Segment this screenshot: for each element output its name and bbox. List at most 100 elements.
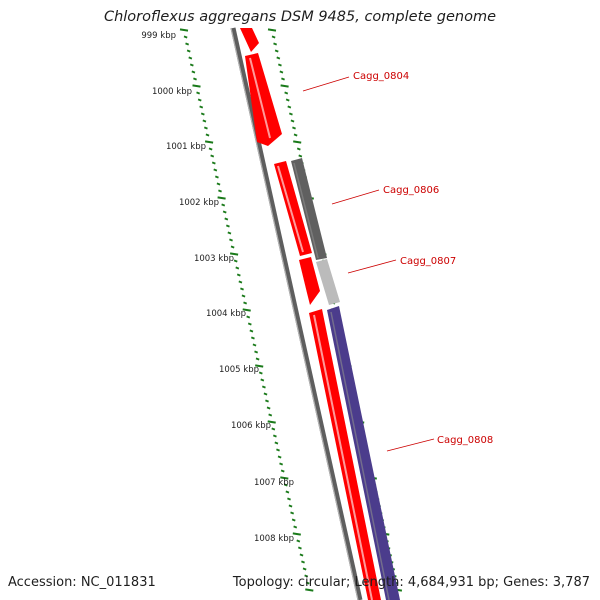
gene-cagg-0807-shape[interactable]: [316, 259, 340, 305]
genome-title: Chloroflexus aggregans DSM 9485, complet…: [103, 9, 497, 25]
scale-tick-major-left: [305, 588, 314, 592]
scale-tick-minor-left: [233, 259, 238, 263]
scale-tick-minor-left: [235, 266, 240, 270]
scale-tick-major-left: [292, 532, 301, 536]
scale-tick-minor-left: [208, 147, 213, 151]
scale-tick-minor-left: [197, 98, 202, 102]
scale-tick-minor-right: [277, 63, 282, 67]
gene-label-cagg-0806[interactable]: Cagg_0806: [383, 185, 439, 196]
scale-tick-minor-left: [183, 35, 188, 39]
scale-tick-minor-right: [290, 119, 295, 123]
callout-line-cagg-0808: [386, 438, 435, 452]
scale-label: 1006 kbp: [231, 421, 271, 431]
gene-cagg-0806-shape[interactable]: [291, 158, 327, 260]
scale-tick-minor-left: [236, 273, 241, 277]
scale-tick-minor-right: [285, 98, 290, 102]
scale-tick-minor-left: [255, 357, 260, 361]
scale-tick-minor-right: [281, 77, 285, 81]
scale-label: 1005 kbp: [219, 365, 259, 375]
scale-tick-minor-left: [280, 469, 285, 473]
gene-label-cagg-0808[interactable]: Cagg_0808: [437, 435, 493, 446]
scale-tick-minor-left: [246, 315, 251, 319]
scale-tick-minor-left: [213, 168, 218, 172]
scale-label: 1002 kbp: [179, 198, 219, 208]
scale-label: 1003 kbp: [194, 254, 234, 264]
scale-tick-minor-left: [254, 350, 259, 354]
scale-tick-minor-left: [297, 546, 302, 550]
scale-tick-minor-right: [271, 35, 276, 39]
scale-tick-major-left: [217, 196, 226, 200]
scale-tick-major-left: [255, 364, 264, 368]
scale-tick-major-left: [267, 420, 276, 424]
scale-tick-minor-left: [203, 126, 208, 130]
gene-label-cagg-0807[interactable]: Cagg_0807: [400, 256, 456, 267]
scale-tick-minor-left: [218, 189, 222, 193]
scale-tick-minor-left: [214, 175, 219, 179]
cds-feature-0803[interactable]: [240, 28, 259, 52]
scale-tick-major-left: [204, 140, 214, 144]
scale-tick-minor-left: [305, 581, 310, 585]
scale-tick-minor-left: [272, 434, 277, 438]
gene-shine: [293, 162, 390, 600]
scale-tick-minor-left: [283, 483, 288, 487]
cds-feature-0806-inner[interactable]: [299, 257, 320, 305]
scale-tick-minor-left: [193, 77, 197, 81]
scale-tick-minor-left: [222, 210, 227, 214]
scale-tick-minor-left: [263, 392, 268, 396]
scale-label: 1001 kbp: [166, 142, 206, 152]
gene-callouts: [302, 76, 435, 452]
scale-tick-minor-left: [285, 490, 290, 494]
accession-text: Accession: NC_011831: [8, 575, 156, 590]
scale-tick-minor-left: [288, 504, 293, 508]
scale-tick-minor-left: [189, 63, 194, 67]
scale-labels: 999 kbp 1000 kbp 1001 kbp 1002 kbp 1003 kbp 1…: [141, 31, 294, 544]
scale-tick-minor-left: [185, 42, 190, 46]
scale-tick-minor-left: [205, 133, 210, 137]
scale-tick-minor-left: [258, 371, 263, 375]
scale-tick-minor-left: [268, 413, 273, 417]
scale-tick-minor-right: [298, 154, 303, 158]
scale-tick-minor-left: [302, 567, 307, 571]
scale-tick-major-right: [267, 28, 277, 32]
scale-tick-minor-left: [211, 161, 216, 165]
scale-tick-minor-left: [265, 399, 269, 403]
scale-tick-minor-left: [196, 91, 201, 95]
scale-tick-minor-left: [287, 497, 291, 501]
cds-track-inner: [240, 28, 381, 600]
scale-tick-minor-right: [292, 126, 296, 130]
scale-tick-minor-left: [186, 49, 191, 53]
scale-tick-minor-right: [284, 91, 289, 95]
scale-label: 1004 kbp: [206, 309, 246, 319]
scale-tick-minor-right: [279, 70, 284, 74]
scale-tick-minor-right: [274, 49, 279, 53]
scale-label: 999 kbp: [141, 31, 176, 41]
scale-ticks-left: [179, 28, 314, 592]
scale-tick-major-left: [179, 28, 189, 32]
scale-tick-minor-left: [227, 231, 232, 235]
backbone-line: [230, 27, 363, 600]
scale-tick-minor-left: [249, 329, 254, 333]
scale-label: 1008 kbp: [254, 534, 294, 544]
scale-tick-minor-left: [225, 224, 230, 228]
scale-tick-minor-left: [276, 448, 280, 452]
scale-tick-minor-left: [252, 343, 257, 347]
scale-tick-minor-left: [238, 280, 243, 284]
scale-tick-minor-left: [247, 322, 252, 326]
scale-tick-minor-left: [277, 455, 282, 459]
scale-tick-minor-left: [191, 70, 196, 74]
scale-tick-major-left: [192, 84, 201, 88]
scale-tick-minor-right: [287, 105, 292, 109]
scale-tick-minor-left: [240, 287, 244, 291]
callout-line-cagg-0807: [347, 259, 397, 274]
scale-tick-minor-left: [290, 511, 295, 515]
scale-tick-minor-left: [301, 560, 305, 564]
scale-tick-minor-left: [224, 217, 229, 221]
scale-tick-minor-left: [216, 182, 221, 186]
scale-tick-minor-left: [266, 406, 271, 410]
scale-tick-minor-right: [288, 112, 293, 116]
scale-tick-minor-left: [293, 525, 298, 529]
scale-tick-minor-right: [293, 133, 298, 137]
scale-tick-minor-right: [296, 147, 301, 151]
gene-label-cagg-0804[interactable]: Cagg_0804: [353, 71, 409, 82]
cds-track-outer: [291, 158, 400, 600]
